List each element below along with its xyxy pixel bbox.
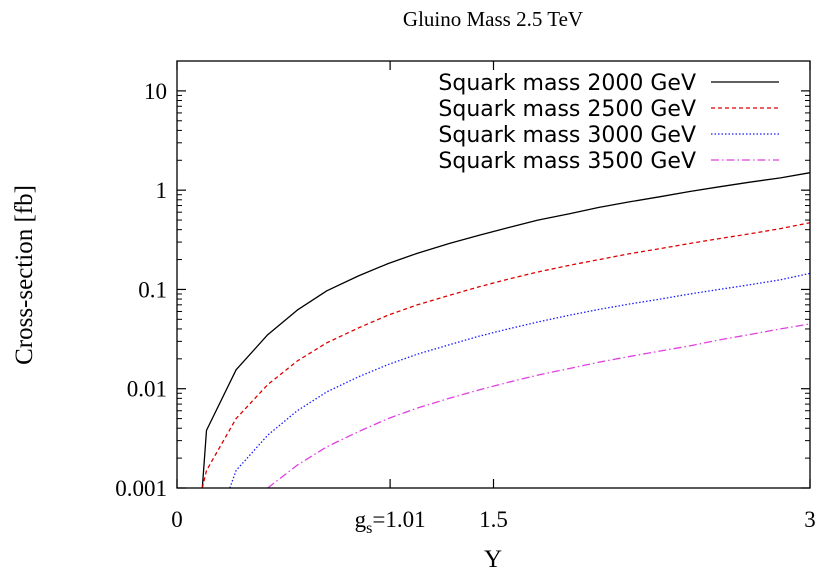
x-tick-label-main: g bbox=[355, 507, 367, 532]
x-tick-label: 0 bbox=[171, 507, 183, 532]
x-tick-label-main: 1.5 bbox=[479, 507, 508, 532]
x-tick-label-main: 0 bbox=[171, 507, 183, 532]
x-tick-label: 1.5 bbox=[479, 507, 508, 532]
y-tick-label: 1 bbox=[156, 178, 168, 203]
x-axis-label: Y bbox=[484, 546, 502, 573]
y-tick-label: 0.001 bbox=[115, 476, 167, 501]
series-line-2 bbox=[201, 222, 811, 489]
y-tick-label: 0.01 bbox=[127, 377, 167, 402]
series-line-3 bbox=[229, 272, 811, 489]
series-layer bbox=[201, 172, 811, 489]
x-tick-label: gs=1.01 bbox=[355, 507, 426, 537]
legend-label: Squark mass 3000 GeV bbox=[438, 123, 696, 148]
y-tick-label: 0.1 bbox=[138, 277, 167, 302]
legend-label: Squark mass 2000 GeV bbox=[438, 71, 696, 96]
legend-label: Squark mass 3500 GeV bbox=[438, 149, 696, 174]
x-tick-label-suffix: =1.01 bbox=[372, 507, 425, 532]
series-line-1 bbox=[201, 172, 811, 489]
x-tick-label-subscript: s bbox=[366, 520, 372, 537]
plot-frame bbox=[176, 60, 811, 489]
legend-label: Squark mass 2500 GeV bbox=[438, 97, 696, 122]
x-tick-label: 3 bbox=[804, 507, 816, 532]
x-tick-label-main: 3 bbox=[804, 507, 816, 532]
series-line-4 bbox=[267, 323, 811, 489]
axis-ticks: 0.001 0.01 0.1 1 10 0 gs=1.01 1.5 3 bbox=[115, 61, 816, 537]
y-axis-label: Cross-section [fb] bbox=[11, 185, 38, 365]
chart-title: Gluino Mass 2.5 TeV bbox=[403, 7, 583, 31]
y-tick-label: 10 bbox=[144, 79, 167, 104]
